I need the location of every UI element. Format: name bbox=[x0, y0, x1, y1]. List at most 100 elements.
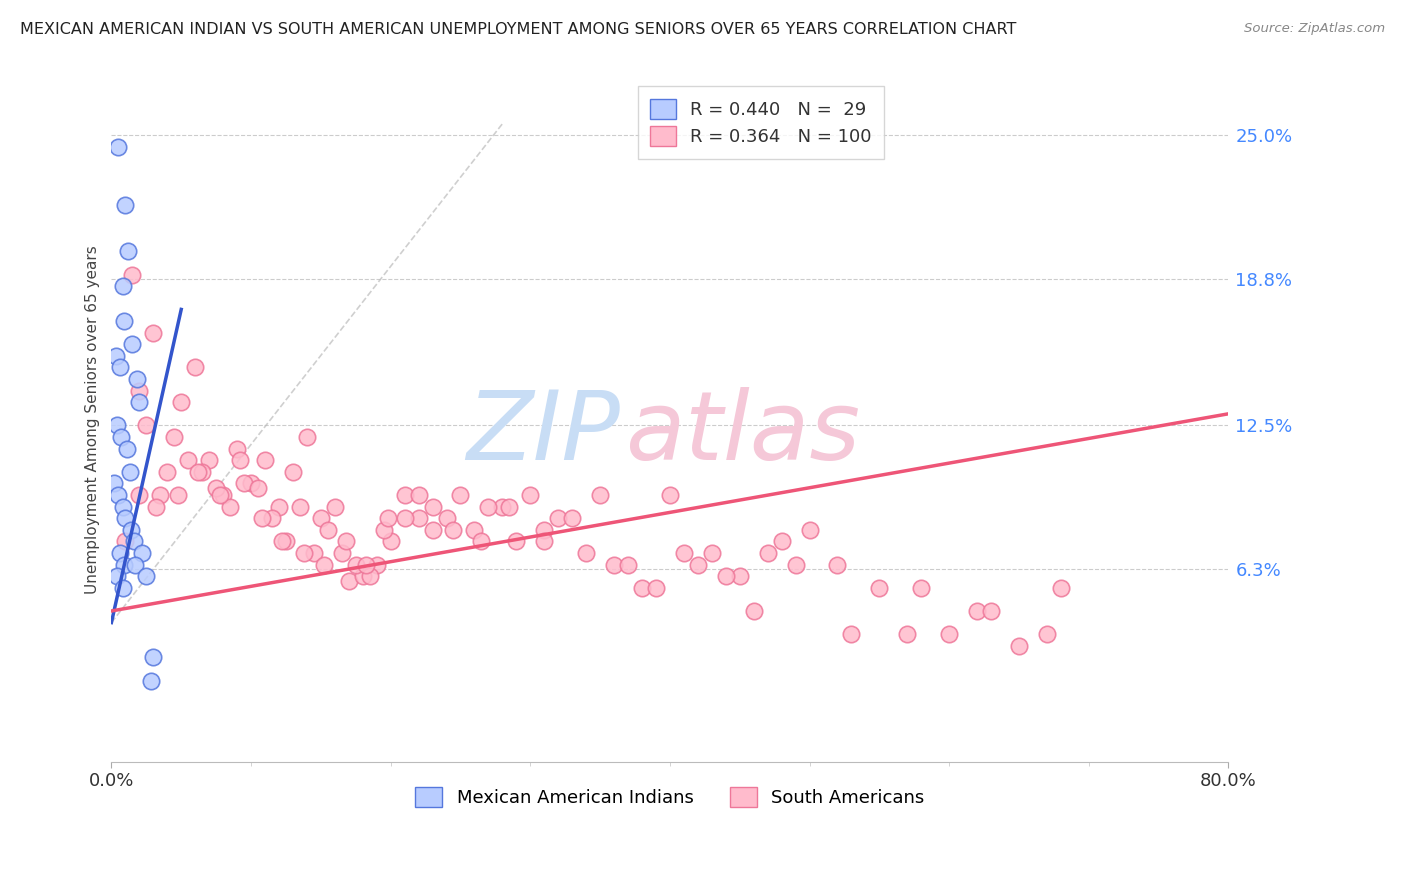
Point bbox=[756, 546, 779, 560]
Point bbox=[394, 511, 416, 525]
Point bbox=[896, 627, 918, 641]
Point bbox=[330, 546, 353, 560]
Point bbox=[167, 488, 190, 502]
Point bbox=[163, 430, 186, 444]
Point bbox=[253, 453, 276, 467]
Point bbox=[128, 488, 150, 502]
Point bbox=[827, 558, 849, 572]
Point bbox=[312, 558, 335, 572]
Point bbox=[108, 360, 131, 375]
Point bbox=[742, 604, 765, 618]
Point bbox=[247, 481, 270, 495]
Point bbox=[686, 558, 709, 572]
Point bbox=[366, 558, 388, 572]
Point bbox=[121, 337, 143, 351]
Point bbox=[212, 488, 235, 502]
Point bbox=[233, 476, 256, 491]
Point bbox=[380, 534, 402, 549]
Point bbox=[436, 511, 458, 525]
Point bbox=[1050, 581, 1073, 595]
Point bbox=[477, 500, 499, 514]
Point bbox=[470, 534, 492, 549]
Point bbox=[519, 488, 541, 502]
Point bbox=[672, 546, 695, 560]
Point bbox=[377, 511, 399, 525]
Point bbox=[547, 511, 569, 525]
Point bbox=[131, 546, 153, 560]
Point bbox=[135, 418, 157, 433]
Point bbox=[115, 442, 138, 456]
Point bbox=[187, 465, 209, 479]
Point bbox=[422, 500, 444, 514]
Point bbox=[335, 534, 357, 549]
Point bbox=[209, 488, 232, 502]
Point bbox=[292, 546, 315, 560]
Point bbox=[128, 384, 150, 398]
Point bbox=[122, 534, 145, 549]
Point bbox=[394, 488, 416, 502]
Point bbox=[118, 465, 141, 479]
Point bbox=[135, 569, 157, 583]
Point bbox=[1008, 639, 1031, 653]
Text: ZIP: ZIP bbox=[465, 387, 620, 480]
Point bbox=[170, 395, 193, 409]
Point bbox=[408, 488, 430, 502]
Point bbox=[111, 581, 134, 595]
Point bbox=[114, 534, 136, 549]
Point bbox=[463, 523, 485, 537]
Point bbox=[316, 523, 339, 537]
Point bbox=[373, 523, 395, 537]
Point bbox=[103, 476, 125, 491]
Point bbox=[561, 511, 583, 525]
Point bbox=[302, 546, 325, 560]
Point bbox=[799, 523, 821, 537]
Point bbox=[645, 581, 668, 595]
Point bbox=[267, 500, 290, 514]
Point bbox=[714, 569, 737, 583]
Point bbox=[323, 500, 346, 514]
Legend: Mexican American Indians, South Americans: Mexican American Indians, South American… bbox=[408, 780, 932, 814]
Point bbox=[274, 534, 297, 549]
Point bbox=[700, 546, 723, 560]
Point bbox=[112, 314, 135, 328]
Point bbox=[344, 558, 367, 572]
Point bbox=[104, 349, 127, 363]
Point bbox=[142, 650, 165, 665]
Point bbox=[533, 523, 555, 537]
Point bbox=[728, 569, 751, 583]
Point bbox=[107, 140, 129, 154]
Point bbox=[631, 581, 654, 595]
Point bbox=[114, 198, 136, 212]
Point bbox=[260, 511, 283, 525]
Point bbox=[281, 465, 304, 479]
Point bbox=[184, 360, 207, 375]
Point bbox=[145, 500, 167, 514]
Point bbox=[105, 418, 128, 433]
Point bbox=[295, 430, 318, 444]
Text: MEXICAN AMERICAN INDIAN VS SOUTH AMERICAN UNEMPLOYMENT AMONG SENIORS OVER 65 YEA: MEXICAN AMERICAN INDIAN VS SOUTH AMERICA… bbox=[20, 22, 1017, 37]
Point bbox=[533, 534, 555, 549]
Point bbox=[443, 523, 465, 537]
Point bbox=[125, 372, 148, 386]
Point bbox=[980, 604, 1002, 618]
Point bbox=[112, 558, 135, 572]
Point bbox=[111, 500, 134, 514]
Point bbox=[589, 488, 612, 502]
Point bbox=[121, 268, 143, 282]
Point bbox=[505, 534, 527, 549]
Point bbox=[108, 546, 131, 560]
Point bbox=[337, 574, 360, 588]
Point bbox=[309, 511, 332, 525]
Point bbox=[658, 488, 681, 502]
Point bbox=[191, 465, 214, 479]
Point bbox=[229, 453, 252, 467]
Point bbox=[603, 558, 626, 572]
Point bbox=[128, 395, 150, 409]
Point bbox=[198, 453, 221, 467]
Point bbox=[205, 481, 228, 495]
Point bbox=[354, 558, 377, 572]
Point bbox=[139, 673, 162, 688]
Point bbox=[359, 569, 381, 583]
Point bbox=[498, 500, 520, 514]
Point bbox=[177, 453, 200, 467]
